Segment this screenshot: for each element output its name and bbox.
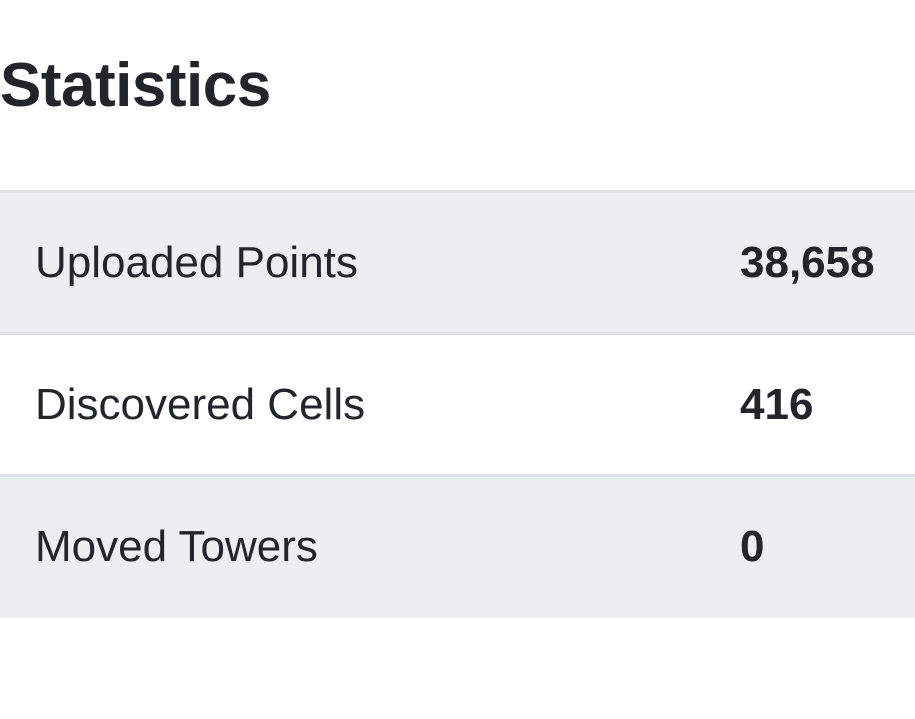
stat-value: 0 (740, 522, 765, 572)
stat-value: 416 (740, 379, 814, 429)
table-row-moved-towers: Moved Towers 0 (0, 475, 915, 618)
statistics-table: Uploaded Points 38,658 Discovered Cells … (0, 190, 915, 618)
stat-label: Moved Towers (35, 522, 318, 572)
table-row-discovered-cells: Discovered Cells 416 (0, 333, 915, 476)
page-title: Statistics (0, 51, 271, 120)
stat-label: Discovered Cells (35, 379, 366, 429)
table-row-uploaded-points: Uploaded Points 38,658 (0, 191, 915, 334)
stat-label: Uploaded Points (35, 237, 358, 287)
stat-value: 38,658 (740, 237, 875, 287)
